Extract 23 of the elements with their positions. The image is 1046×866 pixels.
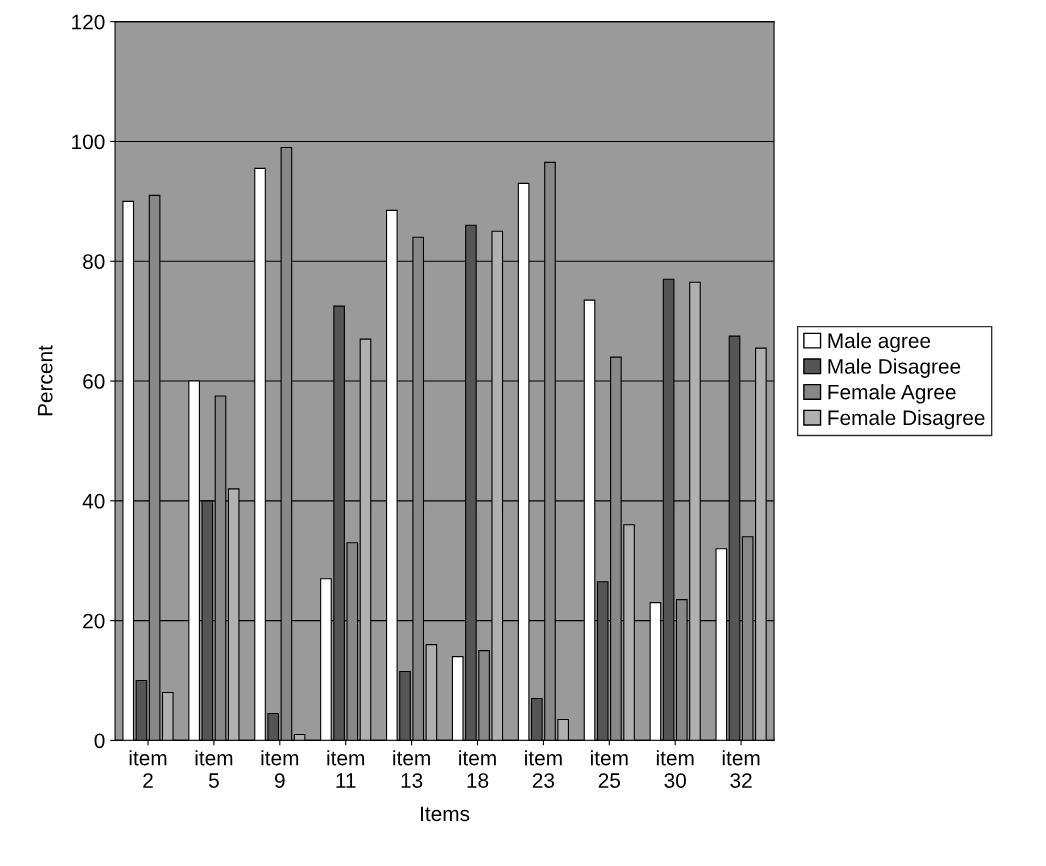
legend-label: Female Agree [828, 384, 956, 404]
x-tick-label: item 30 [656, 750, 694, 788]
x-tick-label: item 2 [129, 750, 167, 788]
x-axis-title: Items [421, 806, 470, 822]
x-tick-label: item 32 [722, 750, 760, 788]
y-tick-label: 120 [72, 14, 105, 30]
x-tick-label: item 23 [525, 750, 562, 788]
y-tick-label: 40 [82, 493, 105, 509]
x-tick-label: item 13 [393, 750, 430, 788]
x-tick-label: item 11 [327, 750, 365, 788]
x-tick-label: item 5 [195, 750, 233, 788]
legend-label: Male agree [828, 332, 931, 353]
y-tick-label: 100 [72, 134, 105, 150]
y-axis-title: Percent [38, 345, 53, 416]
x-tick-label: item 18 [459, 750, 496, 788]
y-tick-label: 80 [83, 254, 105, 269]
y-tick-label: 0 [94, 733, 105, 749]
y-tick-label: 60 [83, 374, 105, 389]
x-tick-label: item 25 [591, 750, 628, 788]
y-tick-label: 20 [83, 613, 105, 629]
legend-label: Female Disagree [828, 409, 985, 430]
x-tick-label: item 9 [261, 750, 299, 788]
legend-label: Male Disagree [828, 358, 961, 378]
